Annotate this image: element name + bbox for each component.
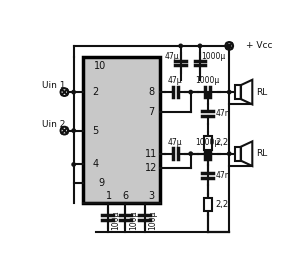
Circle shape [227, 44, 231, 48]
Text: 47n: 47n [215, 109, 230, 118]
Circle shape [72, 163, 75, 166]
Text: Uin 1: Uin 1 [42, 81, 65, 91]
Text: 47μ: 47μ [168, 76, 183, 85]
Text: 2,2: 2,2 [215, 200, 229, 209]
Text: 12: 12 [145, 163, 158, 173]
Text: 4: 4 [92, 159, 98, 170]
Text: 1: 1 [106, 191, 112, 201]
Text: RL: RL [256, 149, 267, 158]
Circle shape [72, 91, 75, 94]
Circle shape [189, 152, 192, 155]
Circle shape [227, 152, 231, 155]
Text: 2,2: 2,2 [215, 138, 229, 147]
Text: 11: 11 [145, 149, 158, 159]
Text: + Vcc: + Vcc [246, 41, 273, 50]
Text: Uin 2: Uin 2 [42, 120, 65, 129]
Circle shape [227, 91, 231, 94]
Text: 100μ: 100μ [129, 211, 138, 230]
Text: 8: 8 [148, 87, 154, 97]
Circle shape [198, 44, 202, 48]
Text: 47μ: 47μ [164, 52, 179, 61]
Text: RL: RL [256, 88, 267, 97]
Text: 1000μ: 1000μ [196, 76, 220, 85]
Text: 47n: 47n [215, 171, 230, 180]
Text: 6: 6 [122, 191, 128, 201]
Text: 7: 7 [148, 107, 154, 117]
Text: 100μ: 100μ [111, 211, 120, 230]
Circle shape [189, 91, 192, 94]
Bar [236, 147, 241, 161]
Text: 1000μ: 1000μ [202, 52, 226, 61]
Text: 9: 9 [98, 178, 104, 188]
Text: 47μ: 47μ [168, 138, 183, 147]
Text: 1000μ: 1000μ [196, 138, 220, 147]
Bar [83, 57, 160, 203]
Text: 2: 2 [92, 87, 98, 97]
Bar [236, 85, 241, 99]
Circle shape [72, 129, 75, 132]
Text: 10: 10 [94, 61, 106, 71]
Bar [204, 198, 212, 211]
Text: 5: 5 [92, 125, 98, 136]
Text: 3: 3 [148, 191, 154, 201]
Bar [204, 136, 212, 150]
Text: 100μ: 100μ [148, 211, 158, 230]
Circle shape [179, 44, 182, 48]
